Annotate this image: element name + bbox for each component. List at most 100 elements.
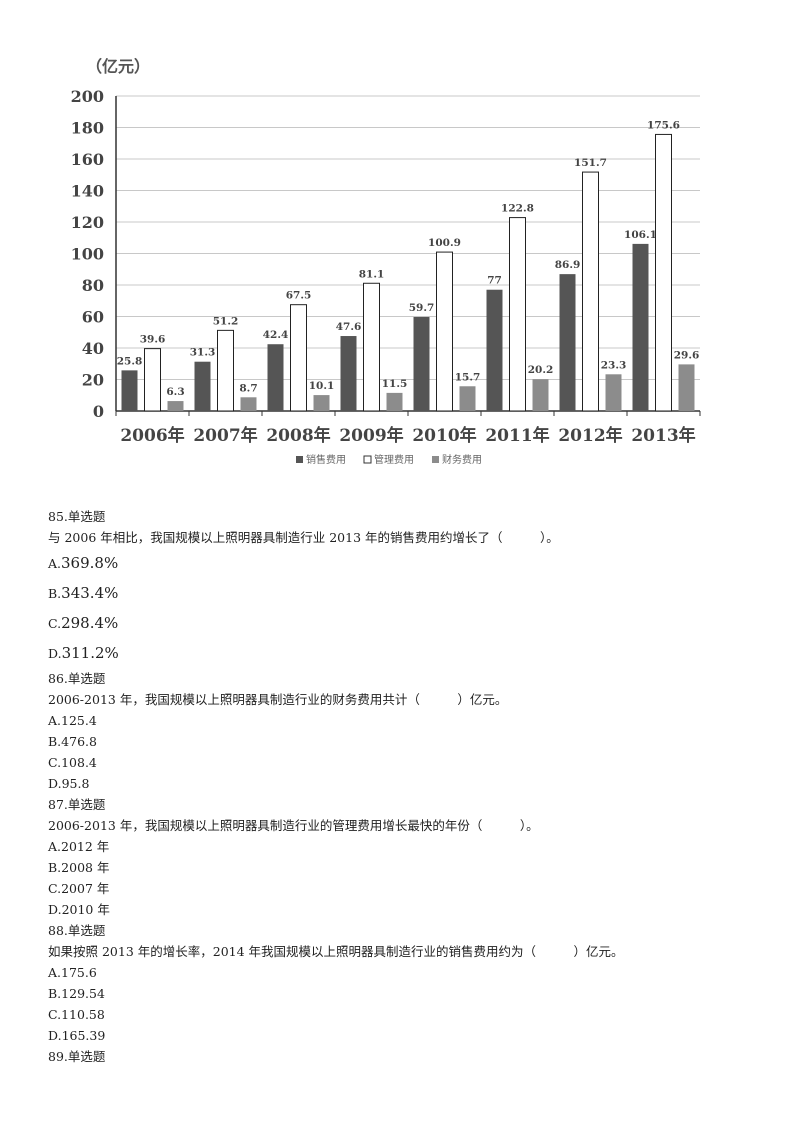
- option-b[interactable]: B.476.8: [48, 734, 97, 749]
- option-d[interactable]: D.95.8: [48, 776, 90, 791]
- option-c[interactable]: C.108.4: [48, 755, 97, 770]
- question-header: 87.单选题: [48, 797, 106, 812]
- option-c[interactable]: C.2007 年: [48, 881, 110, 896]
- y-tick-label: 20: [82, 371, 104, 390]
- question-header: 89.单选题: [48, 1049, 106, 1064]
- data-label: 106.1: [624, 229, 657, 241]
- bar-sales: [632, 243, 649, 411]
- legend-label: 销售费用: [306, 453, 346, 466]
- data-label: 86.9: [555, 259, 581, 271]
- legend-swatch: [296, 456, 303, 463]
- y-tick-label: 80: [82, 276, 104, 295]
- bar-admin: [655, 133, 672, 412]
- legend-label: 财务费用: [442, 453, 482, 466]
- data-label: 151.7: [574, 157, 607, 169]
- option-a[interactable]: A.175.6: [48, 965, 97, 980]
- y-tick-label: 40: [82, 339, 104, 358]
- option-d[interactable]: D.165.39: [48, 1028, 106, 1043]
- x-tick-label: 2013年: [631, 425, 695, 446]
- question-stem: 与 2006 年相比，我国规模以上照明器具制造行业 2013 年的销售费用约增长…: [48, 530, 559, 545]
- y-tick-label: 60: [82, 308, 104, 327]
- data-label: 31.3: [190, 347, 216, 359]
- question-list: 85.单选题 与 2006 年相比，我国规模以上照明器具制造行业 2013 年的…: [48, 506, 768, 1067]
- option-d[interactable]: D.311.2%: [48, 644, 119, 662]
- bar-admin: [582, 171, 599, 412]
- bar-admin: [363, 282, 380, 412]
- bar-admin: [217, 329, 234, 412]
- x-tick-label: 2011年: [485, 425, 549, 446]
- y-tick-label: 200: [71, 87, 104, 106]
- x-tick-label: 2012年: [558, 425, 622, 446]
- bar-sales: [121, 370, 138, 411]
- question-stem: 2006-2013 年，我国规模以上照明器具制造行业的财务费用共计（ ）亿元。: [48, 692, 508, 707]
- y-tick-label: 120: [71, 213, 104, 232]
- option-a[interactable]: A.2012 年: [48, 839, 110, 854]
- data-label: 77: [487, 275, 502, 287]
- data-label: 42.4: [263, 329, 289, 341]
- data-label: 175.6: [647, 119, 680, 131]
- bar-sales: [267, 344, 284, 411]
- option-b[interactable]: B.343.4%: [48, 584, 119, 602]
- expense-bar-chart: 0 20 40 60 80 100 120 140 160 180 200 （亿元） 2006年 25.8…: [71, 57, 701, 466]
- legend-swatch: [432, 456, 439, 463]
- bar-finance: [459, 386, 476, 411]
- x-tick-label: 2010年: [412, 425, 476, 446]
- bar-admin: [436, 251, 453, 412]
- data-label: 20.2: [528, 364, 554, 376]
- data-label: 39.6: [140, 334, 166, 346]
- question-header: 88.单选题: [48, 923, 106, 938]
- x-tick-label: 2006年: [120, 425, 184, 446]
- bar-finance: [167, 401, 184, 411]
- option-a[interactable]: A.369.8%: [48, 554, 119, 572]
- bar-finance: [240, 397, 257, 411]
- data-label: 67.5: [286, 290, 312, 302]
- y-axis-unit: （亿元）: [86, 57, 150, 76]
- legend-swatch: [363, 455, 372, 464]
- data-label: 81.1: [359, 268, 385, 280]
- bar-sales: [194, 361, 211, 411]
- data-label: 25.8: [117, 355, 143, 367]
- bar-finance: [605, 374, 622, 411]
- bar-sales: [413, 316, 430, 411]
- data-label: 15.7: [455, 371, 481, 383]
- option-b[interactable]: B.129.54: [48, 986, 105, 1001]
- y-tick-label: 100: [71, 245, 104, 264]
- bar-sales: [340, 336, 357, 411]
- bar-finance: [386, 392, 403, 411]
- question-stem: 如果按照 2013 年的增长率，2014 年我国规模以上照明器具制造行业的销售费…: [48, 944, 624, 959]
- option-c[interactable]: C.110.58: [48, 1007, 105, 1022]
- question-header: 85.单选题: [48, 509, 106, 524]
- data-label: 8.7: [239, 382, 257, 394]
- x-tick-label: 2009年: [339, 425, 403, 446]
- option-a[interactable]: A.125.4: [48, 713, 97, 728]
- y-tick-label: 180: [71, 119, 104, 138]
- x-tick-label: 2008年: [266, 425, 330, 446]
- data-label: 10.1: [309, 380, 335, 392]
- option-d[interactable]: D.2010 年: [48, 902, 110, 917]
- data-label: 47.6: [336, 321, 362, 333]
- y-tick-label: 140: [71, 182, 104, 201]
- question-stem: 2006-2013 年，我国规模以上照明器具制造行业的管理费用增长最快的年份（ …: [48, 818, 539, 833]
- bar-finance: [532, 379, 549, 411]
- data-label: 23.3: [601, 359, 627, 371]
- legend-label: 管理费用: [374, 453, 414, 466]
- data-label: 100.9: [428, 237, 461, 249]
- x-tick-label: 2007年: [193, 425, 257, 446]
- bar-sales: [486, 289, 503, 411]
- data-label: 6.3: [166, 386, 184, 398]
- data-label: 11.5: [382, 378, 408, 390]
- data-label: 29.6: [674, 349, 700, 361]
- bar-admin: [509, 217, 526, 412]
- data-label: 122.8: [501, 203, 534, 215]
- y-tick-label: 160: [71, 150, 104, 169]
- option-c[interactable]: C.298.4%: [48, 614, 119, 632]
- bar-admin: [290, 304, 307, 412]
- bar-admin: [144, 348, 161, 412]
- y-tick-label: 0: [93, 402, 104, 421]
- data-label: 59.7: [409, 302, 435, 314]
- question-header: 86.单选题: [48, 671, 106, 686]
- bar-finance: [313, 395, 330, 411]
- bar-sales: [559, 274, 576, 411]
- bar-finance: [678, 364, 695, 411]
- option-b[interactable]: B.2008 年: [48, 860, 110, 875]
